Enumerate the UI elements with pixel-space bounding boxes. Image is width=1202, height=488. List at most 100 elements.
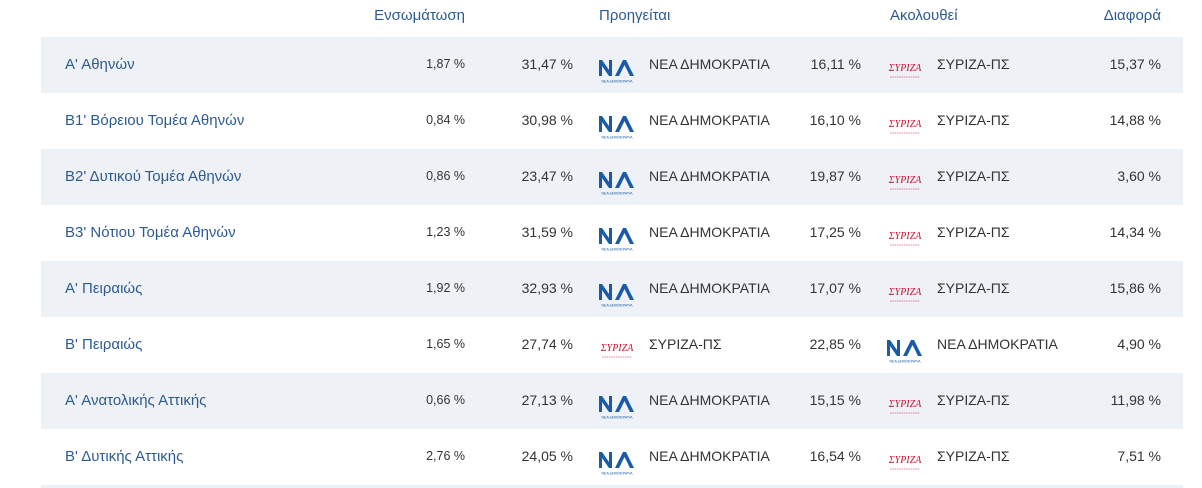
leading-percentage: 27,13 % xyxy=(521,392,573,408)
turnout-value: 1,87 % xyxy=(426,57,465,71)
leading-party-logo-icon: ΣΥΡΙΖΑ xyxy=(596,336,638,364)
leading-party-logo-icon: ΝΕΑ ΔΗΜΟΚΡΑΤΙΑ xyxy=(596,392,638,420)
table-row[interactable]: Α' Πειραιώς 1,92 % 32,93 % ΝΕΑ ΔΗΜΟΚΡΑΤΙ… xyxy=(41,261,1183,317)
turnout-value: 0,84 % xyxy=(426,113,465,127)
svg-text:ΣΥΡΙΖΑ: ΣΥΡΙΖΑ xyxy=(888,231,923,242)
following-party-name: ΣΥΡΙΖΑ-ΠΣ xyxy=(937,448,1010,464)
following-party-name: ΣΥΡΙΖΑ-ΠΣ xyxy=(937,224,1010,240)
svg-text:ΝΕΑ ΔΗΜΟΚΡΑΤΙΑ: ΝΕΑ ΔΗΜΟΚΡΑΤΙΑ xyxy=(889,360,921,364)
leading-party-logo-icon: ΝΕΑ ΔΗΜΟΚΡΑΤΙΑ xyxy=(596,224,638,252)
turnout-value: 2,76 % xyxy=(426,449,465,463)
following-party-name: ΣΥΡΙΖΑ-ΠΣ xyxy=(937,112,1010,128)
leading-party-name: ΝΕΑ ΔΗΜΟΚΡΑΤΙΑ xyxy=(649,280,770,296)
leading-party-name: ΝΕΑ ΔΗΜΟΚΡΑΤΙΑ xyxy=(649,392,770,408)
following-party-logo-icon: ΝΕΑ ΔΗΜΟΚΡΑΤΙΑ xyxy=(884,336,926,364)
turnout-value: 0,66 % xyxy=(426,393,465,407)
svg-text:ΣΥΡΙΖΑ: ΣΥΡΙΖΑ xyxy=(888,287,923,298)
svg-text:ΝΕΑ ΔΗΜΟΚΡΑΤΙΑ: ΝΕΑ ΔΗΜΟΚΡΑΤΙΑ xyxy=(601,416,633,420)
following-party-logo-icon: ΣΥΡΙΖΑ xyxy=(884,224,926,252)
following-party-name: ΣΥΡΙΖΑ-ΠΣ xyxy=(937,392,1010,408)
following-party-name: ΣΥΡΙΖΑ-ΠΣ xyxy=(937,56,1010,72)
following-party-name: ΣΥΡΙΖΑ-ΠΣ xyxy=(937,280,1010,296)
difference-value: 3,60 % xyxy=(1117,168,1161,184)
table-header: Ενσωμάτωση Προηγείται Ακολουθεί Διαφορά xyxy=(0,0,1202,37)
leading-party-name: ΝΕΑ ΔΗΜΟΚΡΑΤΙΑ xyxy=(649,448,770,464)
turnout-value: 0,86 % xyxy=(426,169,465,183)
leading-party-logo-icon: ΝΕΑ ΔΗΜΟΚΡΑΤΙΑ xyxy=(596,280,638,308)
difference-value: 11,98 % xyxy=(1110,392,1161,408)
following-percentage: 19,87 % xyxy=(809,168,861,184)
svg-text:ΣΥΡΙΖΑ: ΣΥΡΙΖΑ xyxy=(888,63,923,74)
constituency-name[interactable]: Α' Πειραιώς xyxy=(65,280,143,297)
table-row[interactable]: Α' Αθηνών 1,87 % 31,47 % ΝΕΑ ΔΗΜΟΚΡΑΤΙΑ … xyxy=(41,37,1183,93)
svg-text:ΝΕΑ ΔΗΜΟΚΡΑΤΙΑ: ΝΕΑ ΔΗΜΟΚΡΑΤΙΑ xyxy=(601,136,633,140)
svg-text:ΝΕΑ ΔΗΜΟΚΡΑΤΙΑ: ΝΕΑ ΔΗΜΟΚΡΑΤΙΑ xyxy=(601,304,633,308)
difference-value: 4,90 % xyxy=(1117,336,1161,352)
svg-text:ΝΕΑ ΔΗΜΟΚΡΑΤΙΑ: ΝΕΑ ΔΗΜΟΚΡΑΤΙΑ xyxy=(601,248,633,252)
following-percentage: 17,25 % xyxy=(809,224,861,240)
turnout-column-header[interactable]: Ενσωμάτωση xyxy=(374,7,465,24)
table-row[interactable]: Β' Πειραιώς 1,65 % 27,74 % ΣΥΡΙΖΑ ΣΥΡΙΖΑ… xyxy=(41,317,1183,373)
leading-party-name: ΝΕΑ ΔΗΜΟΚΡΑΤΙΑ xyxy=(649,168,770,184)
leading-percentage: 31,47 % xyxy=(521,56,573,72)
following-party-logo-icon: ΣΥΡΙΖΑ xyxy=(884,280,926,308)
leading-party-name: ΣΥΡΙΖΑ-ΠΣ xyxy=(649,336,722,352)
table-row[interactable]: Α' Ανατολικής Αττικής 0,66 % 27,13 % ΝΕΑ… xyxy=(41,373,1183,429)
leading-party-logo-icon: ΝΕΑ ΔΗΜΟΚΡΑΤΙΑ xyxy=(596,168,638,196)
leading-party-name: ΝΕΑ ΔΗΜΟΚΡΑΤΙΑ xyxy=(649,112,770,128)
following-percentage: 16,54 % xyxy=(809,448,861,464)
following-percentage: 15,15 % xyxy=(809,392,861,408)
difference-value: 7,51 % xyxy=(1117,448,1161,464)
following-party-logo-icon: ΣΥΡΙΖΑ xyxy=(884,392,926,420)
constituency-name[interactable]: Β' Πειραιώς xyxy=(65,336,143,353)
following-party-logo-icon: ΣΥΡΙΖΑ xyxy=(884,168,926,196)
leading-party-logo-icon: ΝΕΑ ΔΗΜΟΚΡΑΤΙΑ xyxy=(596,448,638,476)
svg-text:ΣΥΡΙΖΑ: ΣΥΡΙΖΑ xyxy=(600,343,635,354)
leading-column-header[interactable]: Προηγείται xyxy=(599,7,671,24)
turnout-value: 1,65 % xyxy=(426,337,465,351)
svg-text:ΝΕΑ ΔΗΜΟΚΡΑΤΙΑ: ΝΕΑ ΔΗΜΟΚΡΑΤΙΑ xyxy=(601,192,633,196)
following-party-logo-icon: ΣΥΡΙΖΑ xyxy=(884,448,926,476)
leading-party-logo-icon: ΝΕΑ ΔΗΜΟΚΡΑΤΙΑ xyxy=(596,56,638,84)
following-party-name: ΣΥΡΙΖΑ-ΠΣ xyxy=(937,168,1010,184)
leading-percentage: 30,98 % xyxy=(521,112,573,128)
leading-percentage: 23,47 % xyxy=(521,168,573,184)
table-row[interactable]: Β2' Δυτικού Τομέα Αθηνών 0,86 % 23,47 % … xyxy=(41,149,1183,205)
turnout-value: 1,23 % xyxy=(426,225,465,239)
constituency-name[interactable]: Α' Αθηνών xyxy=(65,56,135,73)
constituency-name[interactable]: Β2' Δυτικού Τομέα Αθηνών xyxy=(65,168,242,185)
difference-column-header[interactable]: Διαφορά xyxy=(1103,7,1161,24)
following-percentage: 22,85 % xyxy=(809,336,861,352)
following-percentage: 16,11 % xyxy=(810,56,861,72)
turnout-value: 1,92 % xyxy=(426,281,465,295)
table-bottom-divider xyxy=(41,485,1183,488)
svg-text:ΝΕΑ ΔΗΜΟΚΡΑΤΙΑ: ΝΕΑ ΔΗΜΟΚΡΑΤΙΑ xyxy=(601,80,633,84)
svg-text:ΣΥΡΙΖΑ: ΣΥΡΙΖΑ xyxy=(888,455,923,466)
results-table: Α' Αθηνών 1,87 % 31,47 % ΝΕΑ ΔΗΜΟΚΡΑΤΙΑ … xyxy=(41,37,1183,485)
table-row[interactable]: Β3' Νότιου Τομέα Αθηνών 1,23 % 31,59 % Ν… xyxy=(41,205,1183,261)
leading-percentage: 31,59 % xyxy=(521,224,573,240)
constituency-name[interactable]: Α' Ανατολικής Αττικής xyxy=(65,392,207,409)
svg-text:ΣΥΡΙΖΑ: ΣΥΡΙΖΑ xyxy=(888,175,923,186)
leading-party-name: ΝΕΑ ΔΗΜΟΚΡΑΤΙΑ xyxy=(649,56,770,72)
constituency-name[interactable]: Β1' Βόρειου Τομέα Αθηνών xyxy=(65,112,245,129)
following-party-logo-icon: ΣΥΡΙΖΑ xyxy=(884,56,926,84)
svg-text:ΝΕΑ ΔΗΜΟΚΡΑΤΙΑ: ΝΕΑ ΔΗΜΟΚΡΑΤΙΑ xyxy=(601,472,633,476)
following-percentage: 17,07 % xyxy=(809,280,861,296)
constituency-name[interactable]: Β' Δυτικής Αττικής xyxy=(65,448,184,465)
following-party-logo-icon: ΣΥΡΙΖΑ xyxy=(884,112,926,140)
table-row[interactable]: Β1' Βόρειου Τομέα Αθηνών 0,84 % 30,98 % … xyxy=(41,93,1183,149)
constituency-name[interactable]: Β3' Νότιου Τομέα Αθηνών xyxy=(65,224,236,241)
difference-value: 15,86 % xyxy=(1109,280,1161,296)
leading-percentage: 24,05 % xyxy=(521,448,573,464)
leading-percentage: 27,74 % xyxy=(521,336,573,352)
difference-value: 15,37 % xyxy=(1109,56,1161,72)
following-percentage: 16,10 % xyxy=(809,112,861,128)
following-party-name: ΝΕΑ ΔΗΜΟΚΡΑΤΙΑ xyxy=(937,336,1058,352)
table-row[interactable]: Β' Δυτικής Αττικής 2,76 % 24,05 % ΝΕΑ ΔΗ… xyxy=(41,429,1183,485)
leading-percentage: 32,93 % xyxy=(521,280,573,296)
following-column-header[interactable]: Ακολουθεί xyxy=(890,7,958,24)
svg-text:ΣΥΡΙΖΑ: ΣΥΡΙΖΑ xyxy=(888,399,923,410)
leading-party-logo-icon: ΝΕΑ ΔΗΜΟΚΡΑΤΙΑ xyxy=(596,112,638,140)
svg-text:ΣΥΡΙΖΑ: ΣΥΡΙΖΑ xyxy=(888,119,923,130)
